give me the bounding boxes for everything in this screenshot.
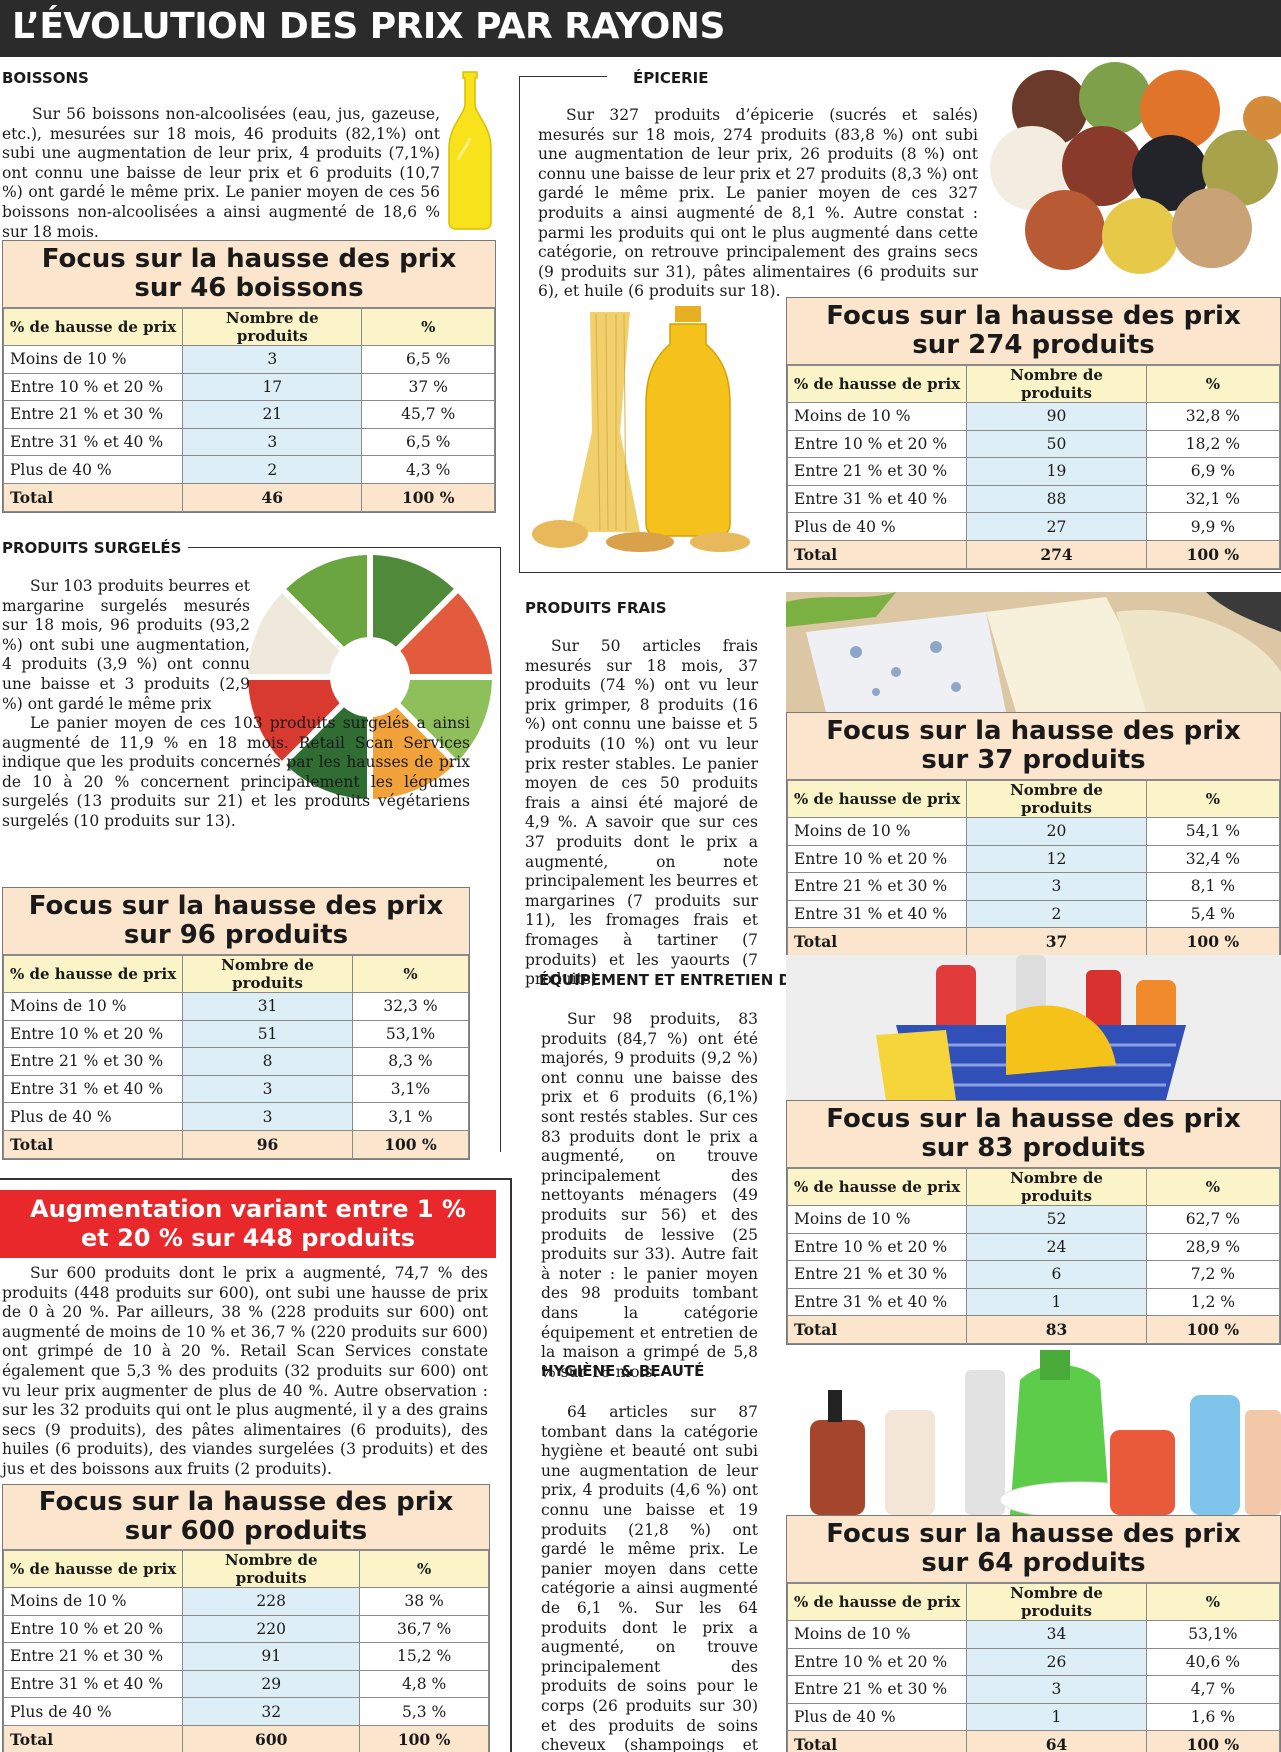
table-row: Moins de 10 % 20 54,1 % — [786, 817, 1281, 846]
table-row: Entre 21 % et 30 % 19 6,9 % — [786, 457, 1281, 486]
section-rule — [510, 1178, 512, 1752]
table-row: Entre 31 % et 40 % 3 6,5 % — [2, 427, 495, 457]
section-heading-frais: PRODUITS FRAIS — [525, 599, 667, 617]
table-row: Moins de 10 % 52 62,7 % — [786, 1205, 1281, 1234]
boissons-text: Sur 56 boissons non-alcoolisées (eau, ju… — [2, 105, 440, 241]
table-row: Entre 21 % et 30 % 6 7,2 % — [786, 1260, 1281, 1289]
section-heading-boissons: BOISSONS — [2, 69, 89, 87]
table-row: Plus de 40 % 32 5,3 % — [2, 1697, 489, 1726]
epicerie-text: Sur 327 produits d’épicerie (sucrés et s… — [538, 106, 978, 301]
focus-title: Focus sur la hausse des prix sur 96 produ… — [3, 888, 469, 955]
focus-title: Focus sur la hausse des prix sur 274 prod… — [787, 298, 1280, 365]
augmentation-heading: Augmentation variant entre 1 % et 20 % s… — [0, 1190, 496, 1258]
table-row: Entre 21 % et 30 % 3 4,7 % — [786, 1675, 1281, 1704]
focus-table-augmentation: Focus sur la hausse des prix sur 600 prod… — [2, 1484, 490, 1752]
table-total-row: Total 83 100 % — [786, 1315, 1281, 1344]
section-rule — [519, 572, 1281, 573]
frozen-vegetables-wheel — [246, 553, 494, 801]
section-rule — [500, 547, 501, 1152]
surgeles-text-1: Sur 103 produits beurres et margarine su… — [2, 577, 250, 713]
table-total-row: Total 64 100 % — [786, 1730, 1281, 1752]
cheese-illustration — [786, 592, 1281, 712]
table-header-row: % de hausse de prix Nombre de produits% — [2, 955, 470, 993]
equipement-text: Sur 98 produits, 83 produits (84,7 %) on… — [541, 1010, 758, 1381]
focus-title: Focus sur la hausse des prix sur 64 produ… — [787, 1516, 1280, 1583]
section-rule — [519, 76, 607, 77]
table-total-row: Total 37 100 % — [786, 927, 1281, 956]
hygiene-text: 64 articles sur 87 tombant dans la catég… — [541, 1403, 758, 1752]
table-row: Plus de 40 % 3 3,1 % — [2, 1102, 470, 1131]
focus-table-hygiene: Focus sur la hausse des prix sur 64 produ… — [786, 1515, 1281, 1752]
table-row: Entre 21 % et 30 % 8 8,3 % — [2, 1047, 470, 1076]
focus-table-epicerie: Focus sur la hausse des prix sur 274 prod… — [786, 297, 1281, 570]
table-row: Entre 10 % et 20 % 50 18,2 % — [786, 429, 1281, 459]
table-header-row: % de hausse de prix Nombre de produits% — [786, 1168, 1281, 1206]
focus-table-boissons: Focus sur la hausse des prix sur 46 boiss… — [2, 240, 496, 513]
table-total-row: Total 46 100 % — [2, 482, 495, 512]
table-header-row: % de hausse de prix Nombre de produits% — [786, 365, 1281, 403]
table-row: Entre 10 % et 20 % 24 28,9 % — [786, 1232, 1281, 1262]
augmentation-text: Sur 600 produits dont le prix a augmenté… — [2, 1264, 488, 1478]
table-total-row: Total 96 100 % — [2, 1129, 470, 1159]
table-header-row: % de hausse de prix Nombre de produits% — [786, 1583, 1281, 1621]
table-row: Entre 10 % et 20 % 51 53,1% — [2, 1019, 470, 1049]
table-header-row: % de hausse de prix Nombre de produits% — [786, 780, 1281, 818]
table-header-row: % de hausse de prix Nombre de produits% — [2, 1550, 489, 1588]
table-row: Plus de 40 % 27 9,9 % — [786, 512, 1281, 541]
table-row: Moins de 10 % 31 32,3 % — [2, 992, 470, 1021]
cleaning-basket-illustration — [786, 955, 1281, 1100]
dry-grains-illustration — [990, 58, 1281, 280]
section-heading-surgeles: PRODUITS SURGELÉS — [2, 539, 182, 557]
focus-table-surgeles: Focus sur la hausse des prix sur 96 produ… — [2, 887, 470, 1160]
focus-table-frais: Focus sur la hausse des prix sur 37 produ… — [786, 712, 1281, 957]
table-row: Entre 31 % et 40 % 2 5,4 % — [786, 899, 1281, 929]
table-row: Plus de 40 % 2 4,3 % — [2, 455, 495, 484]
table-row: Entre 21 % et 30 % 91 15,2 % — [2, 1642, 489, 1671]
title-banner: L’ÉVOLUTION DES PRIX PAR RAYONS — [0, 0, 1281, 57]
section-rule — [188, 547, 500, 548]
section-heading-epicerie: ÉPICERIE — [633, 69, 709, 87]
focus-table-equipement: Focus sur la hausse des prix sur 83 produ… — [786, 1100, 1281, 1345]
table-row: Moins de 10 % 34 53,1% — [786, 1620, 1281, 1649]
section-rule — [519, 76, 520, 573]
focus-title: Focus sur la hausse des prix sur 37 produ… — [787, 713, 1280, 780]
table-row: Plus de 40 % 1 1,6 % — [786, 1702, 1281, 1732]
table-row: Entre 21 % et 30 % 21 45,7 % — [2, 400, 495, 429]
table-row: Moins de 10 % 3 6,5 % — [2, 345, 495, 374]
table-row: Entre 10 % et 20 % 26 40,6 % — [786, 1647, 1281, 1677]
section-heading-hygiene: HYGIÈNE & BEAUTÉ — [541, 1362, 705, 1380]
table-row: Entre 31 % et 40 % 29 4,8 % — [2, 1669, 489, 1699]
focus-title: Focus sur la hausse des prix sur 83 produ… — [787, 1101, 1280, 1168]
table-total-row: Total 274 100 % — [786, 539, 1281, 569]
table-row: Entre 10 % et 20 % 12 32,4 % — [786, 844, 1281, 874]
table-row: Entre 10 % et 20 % 17 37 % — [2, 372, 495, 402]
table-row: Entre 31 % et 40 % 1 1,2 % — [786, 1287, 1281, 1317]
pasta-oil-illustration — [530, 302, 766, 554]
table-total-row: Total 600 100 % — [2, 1724, 489, 1752]
page-title: L’ÉVOLUTION DES PRIX PAR RAYONS — [12, 6, 725, 47]
focus-title: Focus sur la hausse des prix sur 46 boiss… — [3, 241, 495, 308]
cosmetics-illustration — [790, 1350, 1281, 1515]
table-row: Moins de 10 % 228 38 % — [2, 1587, 489, 1616]
table-header-row: % de hausse de prix Nombre de produits% — [2, 308, 495, 346]
bottle-illustration — [446, 70, 494, 230]
section-rule — [0, 1178, 512, 1180]
table-row: Entre 10 % et 20 % 220 36,7 % — [2, 1614, 489, 1644]
focus-title: Focus sur la hausse des prix sur 600 prod… — [3, 1485, 489, 1550]
table-row: Moins de 10 % 90 32,8 % — [786, 402, 1281, 431]
frais-text: Sur 50 articles frais mesurés sur 18 moi… — [525, 637, 758, 989]
table-row: Entre 21 % et 30 % 3 8,1 % — [786, 872, 1281, 901]
surgeles-text-2: Le panier moyen de ces 103 produits surg… — [2, 714, 470, 830]
table-row: Entre 31 % et 40 % 3 3,1% — [2, 1074, 470, 1104]
table-row: Entre 31 % et 40 % 88 32,1 % — [786, 484, 1281, 514]
